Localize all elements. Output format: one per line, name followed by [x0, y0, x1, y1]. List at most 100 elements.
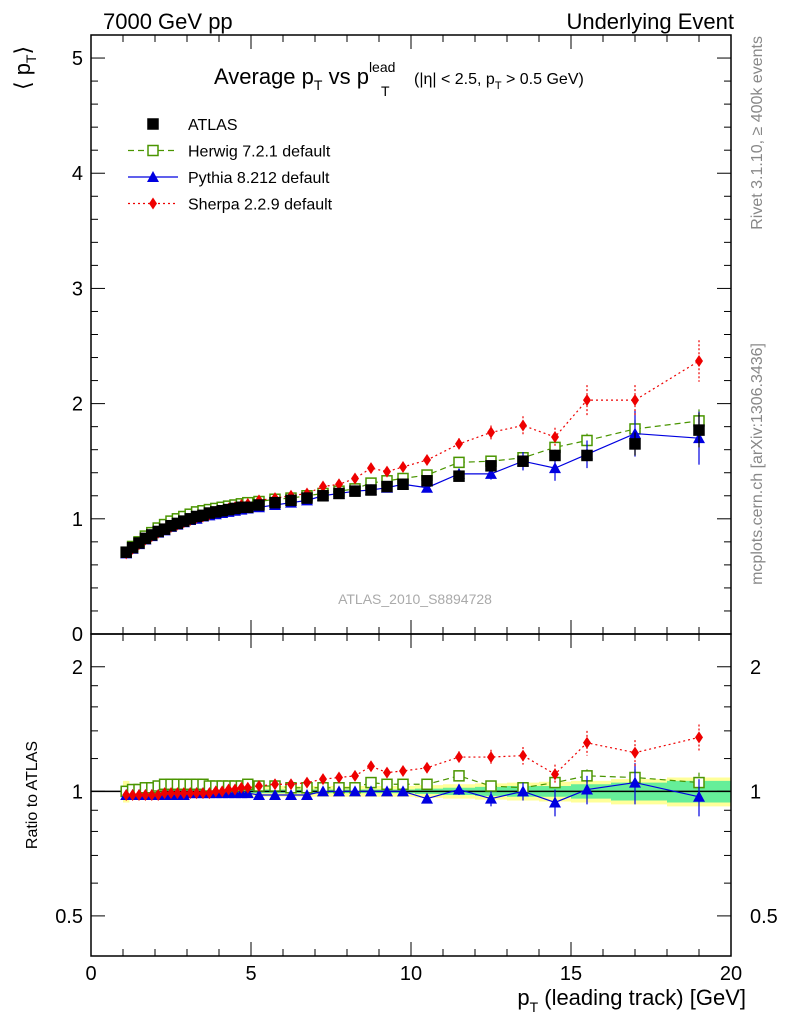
mcplots-label: mcplots.cern.ch [arXiv:1306.3436] — [749, 343, 766, 585]
legend-label: ATLAS — [188, 117, 238, 134]
ratio-series-2-point — [487, 751, 495, 764]
main-series-0-point — [693, 424, 705, 436]
ratio-ytick-label-right: 2 — [750, 657, 761, 679]
main-series-0-point — [253, 499, 265, 511]
ratio-ytick-label-left: 0.5 — [55, 906, 83, 928]
ratio-series-2-point — [335, 771, 343, 784]
legend-item: Pythia 8.212 default — [128, 170, 330, 187]
ratio-series-2-point — [383, 766, 391, 779]
main-series-0-point — [517, 455, 529, 467]
legend-item: Herwig 7.2.1 default — [128, 144, 331, 161]
main-ytick-label: 0 — [72, 624, 83, 646]
ratio-series-1-point — [365, 785, 377, 797]
legend-label: Pythia 8.212 default — [188, 170, 330, 187]
ratio-series-2-point — [399, 764, 407, 777]
x-tick-label: 20 — [720, 963, 742, 985]
title-sub-1: T — [314, 77, 323, 93]
ratio-series-2-point — [160, 787, 169, 800]
ratio-series-2-point — [205, 787, 214, 800]
main-series-3-point — [695, 354, 703, 367]
legend-item: Sherpa 2.2.9 default — [128, 197, 333, 214]
ratio-series-1-point — [349, 785, 361, 797]
main-ytick-label: 4 — [72, 163, 83, 185]
main-ytick-label: 3 — [72, 278, 83, 300]
ratio-series-2-point — [551, 768, 559, 781]
rivet-label: Rivet 3.1.10, ≥ 400k events — [749, 36, 766, 230]
ratio-ylabel: Ratio to ATLAS — [24, 741, 41, 849]
main-ytick-label: 2 — [72, 394, 83, 416]
ratio-series-2-point — [147, 788, 156, 801]
ratio-series-2-point — [167, 787, 175, 800]
ratio-series-0-point — [485, 780, 497, 792]
x-tick-label: 5 — [245, 963, 256, 985]
ratio-series-0-point — [453, 770, 465, 782]
main-series-0-point — [349, 485, 361, 497]
main-series-0-point — [333, 487, 345, 500]
ratio-series-1-point — [269, 788, 281, 800]
ratio-series-1-point — [333, 785, 345, 797]
main-series-3-line — [125, 360, 700, 554]
ratio-series-2-point — [243, 781, 252, 794]
ratio-series-2-point — [455, 751, 463, 764]
main-series-2-point — [549, 462, 561, 474]
x-axis-label: pT (leading track) [GeV] — [517, 985, 746, 1015]
legend-marker — [147, 171, 159, 182]
xlabel-rest: (leading track) [GeV] — [538, 985, 746, 1010]
ratio-series-1-point — [453, 783, 465, 795]
main-series-0-point — [317, 490, 329, 502]
ratio-series-2-point — [128, 788, 137, 801]
ratio-series-2-point — [231, 783, 239, 796]
ratio-series-2-point — [319, 773, 327, 786]
ratio-series-2-point — [303, 776, 311, 789]
x-tick-label: 10 — [400, 963, 422, 985]
main-series-3-point — [335, 478, 343, 491]
ratio-series-2-point — [173, 787, 182, 800]
ratio-series-2-point — [122, 788, 131, 801]
title-cut-2: > 0.5 GeV) — [502, 71, 584, 88]
x-tick-label: 15 — [560, 963, 582, 985]
main-series-1-point — [453, 456, 465, 469]
ylabel-open: ⟨ p — [10, 63, 35, 90]
ratio-series-2-point — [192, 787, 201, 800]
main-series-0-point — [242, 501, 254, 514]
main-series-0-point — [301, 492, 313, 504]
main-series-0-point — [581, 449, 593, 462]
main-series-3-point — [583, 394, 591, 407]
ratio-series-1-point — [629, 776, 641, 788]
ratio-series-2-point — [179, 787, 188, 800]
main-ytick-label: 1 — [72, 509, 83, 531]
main-series-group — [120, 340, 705, 560]
legend-marker — [147, 118, 159, 130]
ratio-series-1-point — [485, 792, 497, 804]
title-part-2: vs p — [322, 64, 368, 89]
ratio-frame — [90, 633, 732, 957]
main-series-3-point — [367, 462, 375, 475]
ratio-series-2-point — [287, 778, 295, 791]
main-series-3-point — [423, 454, 431, 467]
legend-marker — [149, 197, 157, 210]
xlabel-p: p — [517, 985, 529, 1010]
main-series-3-point — [399, 460, 407, 473]
ratio-series-2-point — [141, 788, 150, 801]
ylabel-close: ⟩ — [10, 46, 35, 55]
ratio-ytick-label-right: 1 — [750, 781, 761, 803]
main-series-2-line — [125, 432, 700, 554]
ratio-series-0-point — [421, 778, 433, 791]
ratio-series-2-point — [186, 787, 195, 800]
ratio-series-2-point — [135, 788, 143, 801]
title-sup-2: lead — [369, 59, 395, 75]
ratio-ytick-label-right: 0.5 — [750, 906, 778, 928]
main-ticks: 0 1 2 3 4 5 — [72, 35, 732, 646]
ratio-series-2-point — [367, 760, 375, 773]
ratio-series-1-point — [397, 785, 409, 797]
main-series-0-point — [397, 478, 409, 490]
ratio-series-2-point — [271, 778, 279, 791]
ratio-series-2-point — [583, 736, 591, 749]
ratio-ytick-label-left: 2 — [72, 657, 83, 679]
ratio-series-2-point — [237, 781, 246, 794]
ratio-series-2-point — [631, 746, 639, 759]
legend: ATLAS Herwig 7.2.1 default Pythia 8.212 de… — [128, 117, 333, 214]
x-tick-labels: 0 5 10 15 20 — [85, 963, 742, 985]
ratio-series-1-point — [301, 788, 313, 800]
